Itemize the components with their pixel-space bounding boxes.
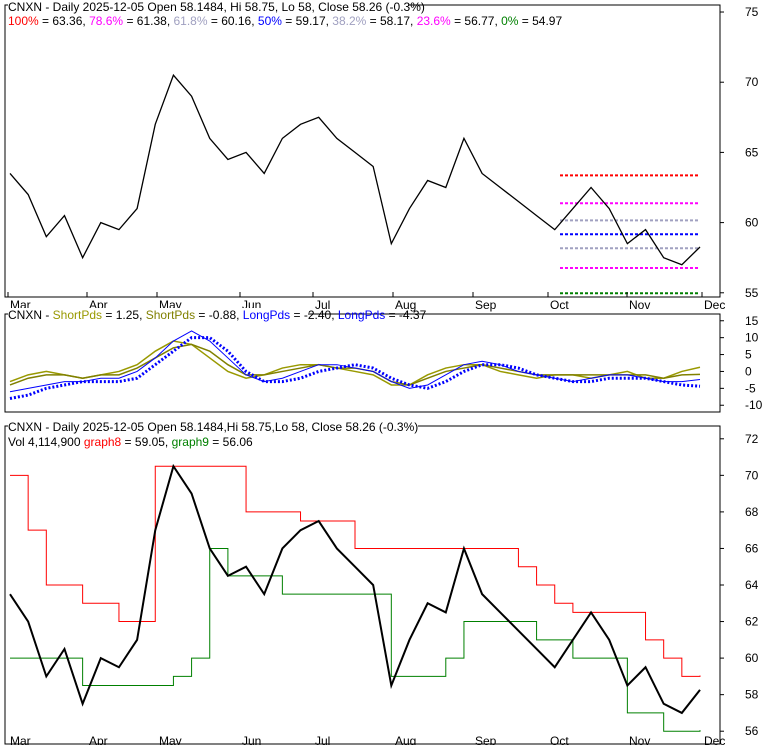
oscillator-line-longpds <box>9 336 701 400</box>
y-tick-label: 5 <box>745 348 752 362</box>
fib-label: 100% <box>8 14 39 28</box>
y-tick-label: 0 <box>745 364 752 378</box>
fib-value: = 54.97 <box>518 14 562 28</box>
x-tick-label: Nov <box>629 298 650 312</box>
x-tick-label: Apr <box>89 734 108 745</box>
legend-name: graph9 <box>172 435 210 449</box>
fib-legend: 100% = 63.36, 78.6% = 61.38, 61.8% = 60.… <box>8 14 562 28</box>
x-tick-label: Aug <box>395 298 416 312</box>
fib-label: 23.6% <box>417 14 451 28</box>
y-tick-label: 55 <box>745 286 759 300</box>
y-tick-label: 72 <box>745 432 759 446</box>
y-tick-label: 60 <box>745 216 759 230</box>
fib-value: = 63.36, <box>39 14 89 28</box>
y-tick-label: 70 <box>745 468 759 482</box>
oscillator-title: CNXN - <box>8 308 53 322</box>
legend-name: ShortPds <box>146 308 195 322</box>
x-tick-label: May <box>159 734 182 745</box>
fib-label: 0% <box>501 14 519 28</box>
lower-panel-title: CNXN - Daily 2025-12-05 Open 58.1484,Hi … <box>8 420 418 434</box>
x-tick-label: Jul <box>315 298 330 312</box>
fib-value: = 61.38, <box>123 14 173 28</box>
volume-panel-frame <box>4 425 721 745</box>
y-tick-label: 15 <box>745 314 759 328</box>
y-tick-label: 60 <box>745 651 759 665</box>
volume-legend: Vol 4,114,900 graph8 = 59.05, graph9 = 5… <box>8 435 253 449</box>
fib-value: = 56.77, <box>451 14 501 28</box>
legend-value: = -4.37 <box>385 308 426 322</box>
x-tick-label: Nov <box>629 734 650 745</box>
oscillator-line-longpds <box>9 330 701 393</box>
y-tick-label: 75 <box>745 5 759 19</box>
price-line <box>9 463 701 715</box>
x-tick-label: Jul <box>315 734 330 745</box>
x-tick-label: Oct <box>550 734 569 745</box>
volume-label: Vol 4,114,900 <box>8 435 84 449</box>
legend-name: graph8 <box>84 435 122 449</box>
y-tick-label: -5 <box>745 381 756 395</box>
legend-name: LongPds <box>338 308 385 322</box>
y-tick-label: 65 <box>745 145 759 159</box>
fib-value: = 59.17, <box>282 14 332 28</box>
legend-value: = 59.05, <box>121 435 171 449</box>
y-tick-label: -10 <box>745 398 763 412</box>
y-tick-label: 64 <box>745 578 759 592</box>
x-tick-label: Jun <box>242 734 261 745</box>
graph8-line <box>10 465 701 677</box>
y-tick-label: 10 <box>745 331 759 345</box>
y-tick-label: 56 <box>745 724 759 738</box>
x-tick-label: Mar <box>10 734 31 745</box>
oscillator-panel: 15 10 5 0 -5 -10 <box>9 314 763 412</box>
y-tick-label: 70 <box>745 75 759 89</box>
price-panel-frame <box>4 4 721 298</box>
fib-label: 50% <box>258 14 282 28</box>
oscillator-legend: CNXN - ShortPds = 1.25, ShortPds = -0.88… <box>8 308 427 322</box>
fib-label: 38.2% <box>332 14 366 28</box>
y-tick-label: 58 <box>745 688 759 702</box>
fib-label: 61.8% <box>173 14 207 28</box>
lower-price-panel: 56 58 60 62 64 66 68 70 72 <box>9 432 759 738</box>
x-tick-label: Sep <box>475 734 497 745</box>
y-tick-label: 68 <box>745 505 759 519</box>
oscillator-panel-frame <box>4 313 721 413</box>
legend-value: = -0.88, <box>195 308 243 322</box>
x-tick-label: Dec <box>704 298 725 312</box>
legend-name: ShortPds <box>53 308 102 322</box>
legend-value: = 1.25, <box>102 308 146 322</box>
fib-label: 78.6% <box>89 14 123 28</box>
y-tick-label: 62 <box>745 615 759 629</box>
y-tick-label: 66 <box>745 541 759 555</box>
oscillator-line-shortpds <box>9 340 701 386</box>
x-tick-label: Oct <box>550 298 569 312</box>
legend-value: = -2.40, <box>290 308 338 322</box>
graph9-line <box>10 547 701 732</box>
x-tick-label: Aug <box>395 734 416 745</box>
fib-value: = 60.16, <box>208 14 258 28</box>
fib-value: = 58.17, <box>366 14 416 28</box>
price-panel-title: CNXN - Daily 2025-12-05 Open 58.1484, Hi… <box>8 0 425 14</box>
legend-name: LongPds <box>243 308 290 322</box>
price-line <box>9 73 701 266</box>
x-tick-label: Dec <box>704 734 725 745</box>
oscillator-line-shortpds <box>9 343 701 386</box>
x-tick-label: Sep <box>475 298 497 312</box>
legend-value: = 56.06 <box>209 435 253 449</box>
